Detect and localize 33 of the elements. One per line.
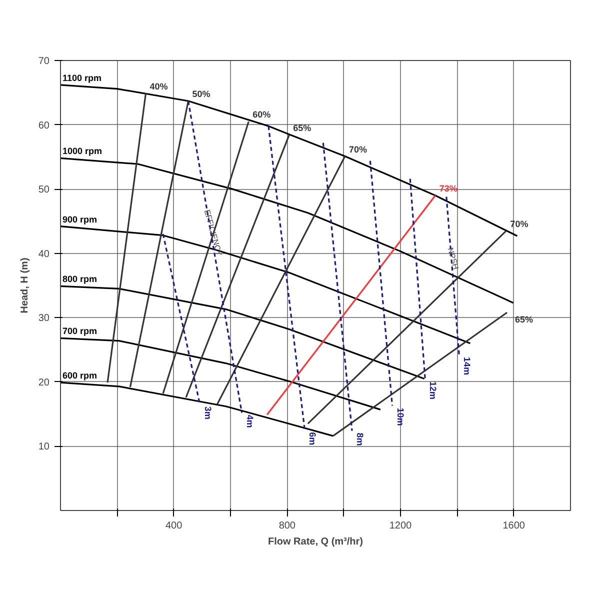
x-tick-label: 800 bbox=[278, 520, 296, 532]
text: 10m bbox=[395, 408, 406, 426]
y-tick-label: 10 bbox=[38, 442, 50, 453]
series-label: 65% bbox=[293, 123, 312, 134]
y-tick-label: 70 bbox=[38, 56, 50, 67]
line-series bbox=[60, 285, 426, 380]
text: 14m bbox=[462, 356, 472, 375]
series-label: 800 rpm bbox=[62, 274, 98, 284]
series-label: 40% bbox=[150, 81, 168, 92]
text: 4m bbox=[244, 414, 255, 428]
text: 6m bbox=[308, 432, 318, 446]
y-tick-label: 30 bbox=[38, 313, 50, 324]
series-label: 700 rpm bbox=[62, 326, 98, 336]
text: 12m bbox=[428, 381, 438, 400]
text: 8m bbox=[355, 432, 366, 446]
y-tick-label: 20 bbox=[38, 377, 50, 388]
y-tick-label: 50 bbox=[38, 184, 50, 196]
x-tick-label: 400 bbox=[165, 520, 183, 532]
series-label: 60% bbox=[252, 110, 271, 120]
y-axis-title: Head, H (m) bbox=[19, 258, 30, 314]
annotation: NPSH bbox=[446, 246, 460, 271]
x-tick-label: 1200 bbox=[389, 520, 412, 532]
series-label: 50% bbox=[192, 89, 210, 99]
x-tick-label: 1600 bbox=[502, 520, 526, 532]
x-axis-title: Flow Rate, Q (m³/hr) bbox=[268, 536, 363, 548]
series-label: 900 rpm bbox=[62, 214, 98, 224]
y-tick-label: 60 bbox=[38, 120, 50, 132]
y-tick-label: 40 bbox=[38, 248, 50, 260]
series-label: 1000 rpm bbox=[62, 146, 102, 156]
series-label: 600 rpm bbox=[62, 370, 98, 381]
series-label: 70% bbox=[348, 144, 367, 154]
text: 3m bbox=[202, 406, 213, 420]
series-label: 1100 rpm bbox=[62, 72, 102, 83]
